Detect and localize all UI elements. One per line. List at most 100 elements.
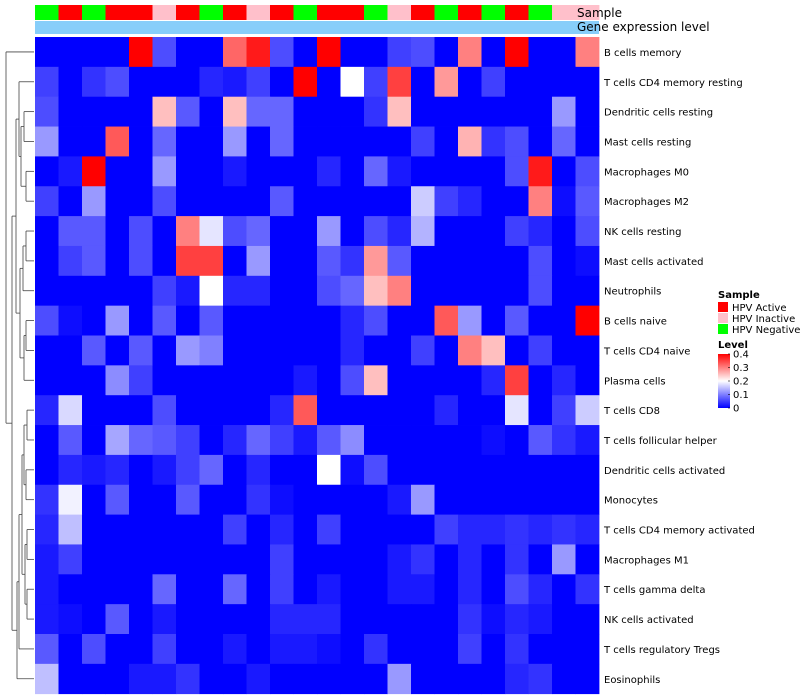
heatmap-cell — [129, 305, 153, 336]
heatmap-cell — [293, 245, 318, 277]
heatmap-cell — [246, 484, 271, 515]
heatmap-cell — [152, 604, 177, 635]
heatmap-cell — [481, 126, 506, 157]
heatmap-cell — [105, 245, 130, 277]
heatmap-cell — [434, 425, 459, 456]
heatmap-cell — [364, 305, 388, 336]
sample-annotation-cell — [176, 5, 200, 20]
heatmap-cell — [528, 216, 553, 247]
heatmap-cell — [387, 484, 412, 515]
heatmap-cell — [35, 96, 59, 127]
heatmap-cell — [176, 514, 200, 545]
row-label: Macrophages M2 — [604, 197, 689, 208]
heatmap-cell — [35, 305, 59, 336]
heatmap-cell — [317, 365, 341, 396]
heatmap-cell — [270, 216, 294, 247]
heatmap-cell — [82, 574, 106, 605]
heatmap-cell — [387, 335, 412, 366]
heatmap-cell — [58, 245, 83, 277]
heatmap-cell — [293, 275, 318, 307]
heatmap-cell — [199, 425, 224, 456]
legend-swatch — [718, 324, 728, 334]
heatmap-cell — [340, 216, 365, 247]
heatmap-cell — [481, 574, 506, 605]
heatmap-cell — [152, 186, 177, 217]
heatmap-cell — [411, 275, 435, 307]
heatmap-cell — [293, 365, 318, 396]
heatmap-cell — [105, 66, 130, 98]
heatmap-cell — [223, 186, 247, 217]
heatmap-cell — [176, 66, 200, 98]
heatmap-cell — [129, 663, 153, 695]
heatmap-cell — [317, 335, 341, 366]
heatmap-cell — [575, 574, 600, 605]
heatmap-cell — [528, 484, 553, 515]
heatmap-cell — [575, 96, 600, 127]
heatmap-cell — [434, 484, 459, 515]
heatmap-cell — [505, 216, 529, 247]
heatmap-cell — [434, 514, 459, 545]
heatmap-cell — [58, 156, 83, 187]
heatmap-cell — [528, 395, 553, 426]
heatmap-cell — [575, 335, 600, 366]
heatmap-cell — [481, 275, 506, 307]
heatmap-cell — [152, 663, 177, 695]
heatmap-cell — [270, 126, 294, 157]
heatmap-cell — [152, 454, 177, 486]
heatmap-cell — [58, 484, 83, 515]
heatmap-cell — [293, 395, 318, 426]
heatmap-cell — [223, 245, 247, 277]
heatmap-cell — [58, 574, 83, 605]
heatmap-cell — [411, 305, 435, 336]
heatmap-cell — [223, 395, 247, 426]
heatmap-cell — [35, 454, 59, 486]
heatmap-cell — [58, 216, 83, 247]
level-tick-label: 0.4 — [733, 350, 749, 361]
heatmap-cell — [387, 634, 412, 665]
heatmap-cell — [575, 365, 600, 396]
heatmap-cell — [82, 305, 106, 336]
heatmap-cell — [481, 216, 506, 247]
heatmap-cell — [387, 425, 412, 456]
heatmap-cell — [105, 275, 130, 307]
heatmap-cell — [82, 96, 106, 127]
heatmap-cell — [293, 454, 318, 486]
heatmap-cell — [552, 126, 576, 157]
heatmap-cell — [458, 245, 482, 277]
heatmap-cell — [246, 216, 271, 247]
heatmap-cell — [434, 574, 459, 605]
sample-annotation-cell — [152, 5, 177, 20]
heatmap-cell — [317, 305, 341, 336]
heatmap-cell — [105, 604, 130, 635]
heatmap-cell — [129, 484, 153, 515]
sample-annotation-cell — [246, 5, 271, 20]
heatmap-cell — [105, 335, 130, 366]
heatmap-cell — [82, 126, 106, 157]
heatmap-cell — [458, 126, 482, 157]
heatmap-cell — [105, 574, 130, 605]
heatmap-cell — [35, 514, 59, 545]
heatmap-cell — [82, 634, 106, 665]
heatmap-cell — [552, 186, 576, 217]
heatmap-cell — [528, 305, 553, 336]
heatmap-cell — [552, 96, 576, 127]
heatmap-cell — [481, 604, 506, 635]
heatmap-cell — [552, 574, 576, 605]
legend-level-title: Level — [718, 340, 748, 351]
heatmap-cell — [387, 544, 412, 575]
heatmap-cell — [528, 156, 553, 187]
heatmap-cell — [246, 245, 271, 277]
sample-annotation-cell — [411, 5, 435, 20]
heatmap-cell — [35, 245, 59, 277]
heatmap-cell — [129, 454, 153, 486]
sample-annotation-cell — [387, 5, 412, 20]
heatmap-cell — [575, 634, 600, 665]
heatmap-cell — [481, 96, 506, 127]
heatmap-cell — [199, 186, 224, 217]
heatmap-cell — [82, 454, 106, 486]
heatmap-cell — [129, 96, 153, 127]
heatmap-cell — [293, 484, 318, 515]
heatmap-cell — [434, 216, 459, 247]
